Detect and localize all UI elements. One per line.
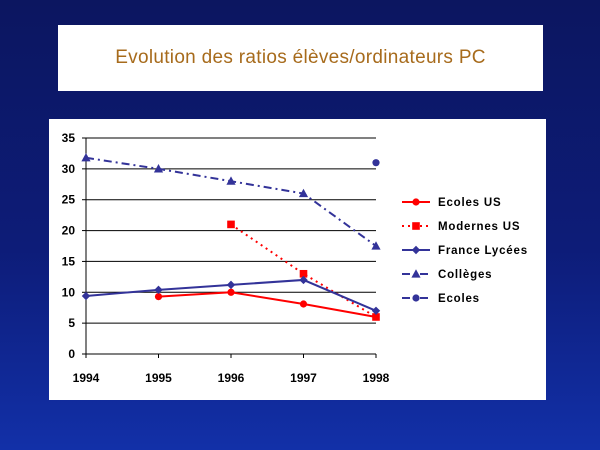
series-2 — [81, 275, 381, 315]
data-point — [411, 245, 421, 255]
legend-item: France Lycées — [402, 245, 528, 257]
x-tick-label: 1996 — [218, 371, 245, 385]
series-line — [85, 156, 377, 247]
legend-item: Ecoles — [402, 293, 480, 305]
data-point — [299, 300, 308, 308]
data-point — [371, 306, 381, 315]
legend-label: France Lycées — [438, 245, 528, 257]
y-tick-label: 30 — [62, 162, 76, 176]
data-point — [298, 188, 309, 198]
y-tick-label: 20 — [62, 224, 76, 238]
series-4 — [372, 159, 380, 167]
data-point — [226, 176, 236, 185]
y-tick-label: 35 — [62, 131, 76, 145]
x-tick-label: 1994 — [73, 371, 100, 385]
data-point — [226, 280, 236, 290]
data-point — [371, 241, 381, 250]
axes: 0 5 10 15 20 25 30 35 1994 1995 1996 1997 1998 — [62, 131, 390, 385]
title-box: Evolution des ratios élèves/ordinateurs … — [58, 25, 543, 91]
legend-label: Collèges — [438, 269, 492, 281]
series-line — [158, 291, 377, 318]
data-point — [299, 269, 308, 278]
legend-label: Ecoles — [438, 293, 480, 305]
data-point — [411, 269, 421, 278]
x-tick-label: 1998 — [363, 371, 390, 385]
chart-panel: 0 5 10 15 20 25 30 35 1994 1995 1996 1997 1998 Ecole… — [49, 119, 546, 400]
data-point — [227, 288, 235, 296]
series-group — [81, 152, 381, 321]
data-point — [81, 291, 91, 301]
data-point — [372, 159, 380, 167]
legend-item: Collèges — [402, 269, 492, 281]
series-0 — [154, 288, 380, 321]
chart-title: Evolution des ratios élèves/ordinateurs … — [115, 47, 486, 68]
series-3 — [81, 152, 381, 250]
line-chart: 0 5 10 15 20 25 30 35 1994 1995 1996 1997 1998 Ecole… — [62, 131, 528, 385]
data-point — [153, 164, 164, 173]
data-point — [372, 313, 380, 321]
y-tick-label: 5 — [68, 316, 75, 330]
legend-item: Modernes US — [402, 221, 520, 233]
legend-item: Ecoles US — [402, 197, 501, 209]
legend-label: Ecoles US — [438, 197, 501, 209]
series-1 — [227, 220, 380, 321]
data-point — [227, 220, 235, 229]
data-point — [412, 198, 420, 206]
data-point — [299, 275, 308, 285]
legend-label: Modernes US — [438, 221, 520, 233]
y-tick-label: 25 — [62, 193, 76, 207]
data-point — [81, 152, 91, 162]
data-point — [412, 222, 420, 230]
y-tick-label: 0 — [68, 347, 75, 361]
data-point — [154, 285, 163, 295]
x-tick-label: 1995 — [145, 371, 172, 385]
y-tick-label: 15 — [62, 254, 76, 268]
legend: Ecoles US Modernes US France Lycées Collège… — [402, 197, 528, 305]
y-tick-label: 10 — [62, 285, 76, 299]
x-tick-label: 1997 — [290, 371, 317, 385]
data-point — [154, 293, 163, 301]
data-point — [412, 294, 420, 302]
